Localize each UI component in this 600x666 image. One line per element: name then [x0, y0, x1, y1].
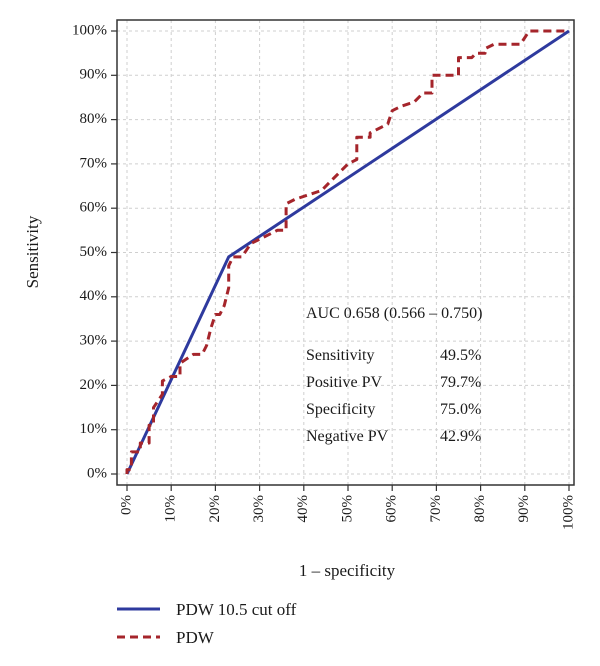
stat-value-sensitivity: 49.5%	[440, 347, 481, 364]
legend-label-pdw-cutoff: PDW 10.5 cut off	[176, 600, 297, 619]
stat-label-positive-pv: Positive PV	[306, 374, 382, 391]
y-axis: 0% 10% 20% 30% 40% 50% 60% 70% 80% 90% 100%	[72, 22, 117, 481]
y-tick-label: 100%	[72, 22, 107, 38]
y-tick-label: 40%	[80, 288, 108, 304]
y-tick-label: 70%	[80, 155, 108, 171]
x-tick-label: 100%	[560, 495, 576, 530]
x-tick-label: 30%	[251, 495, 267, 523]
x-axis-title: 1 – specificity	[299, 561, 396, 580]
y-tick-label: 90%	[80, 67, 108, 83]
x-tick-label: 50%	[339, 495, 355, 523]
x-axis: 0% 10% 20% 30% 40% 50% 60% 70% 80% 90% 100%	[118, 485, 576, 530]
y-tick-label: 50%	[80, 244, 108, 260]
y-tick-label: 60%	[80, 200, 108, 216]
stat-label-negative-pv: Negative PV	[306, 428, 389, 445]
y-tick-label: 30%	[80, 333, 108, 349]
x-tick-label: 90%	[516, 495, 532, 523]
grid	[117, 20, 574, 485]
x-tick-label: 60%	[384, 495, 400, 523]
stat-label-sensitivity: Sensitivity	[306, 347, 374, 364]
x-tick-label: 0%	[118, 495, 134, 515]
series-layer	[125, 29, 570, 475]
y-axis-title: Sensitivity	[23, 215, 42, 288]
annotation-box: AUC 0.658 (0.566 – 0.750) Sensitivity 49…	[306, 305, 482, 445]
series-line-0	[125, 29, 570, 475]
auc-text: AUC 0.658 (0.566 – 0.750)	[306, 305, 482, 322]
x-tick-label: 80%	[472, 495, 488, 523]
x-tick-label: 40%	[295, 495, 311, 523]
stat-value-positive-pv: 79.7%	[440, 374, 481, 391]
stat-value-specificity: 75.0%	[440, 401, 481, 418]
stat-label-specificity: Specificity	[306, 401, 375, 418]
legend: PDW 10.5 cut off PDW	[117, 600, 297, 647]
x-tick-label: 20%	[207, 495, 223, 523]
y-tick-label: 80%	[80, 111, 108, 127]
x-tick-label: 10%	[163, 495, 179, 523]
x-tick-label: 70%	[428, 495, 444, 523]
y-tick-label: 0%	[87, 465, 107, 481]
y-tick-label: 20%	[80, 377, 108, 393]
y-tick-label: 10%	[80, 421, 108, 437]
legend-label-pdw: PDW	[176, 628, 215, 647]
series-line-1	[125, 29, 569, 474]
stat-value-negative-pv: 42.9%	[440, 428, 481, 445]
